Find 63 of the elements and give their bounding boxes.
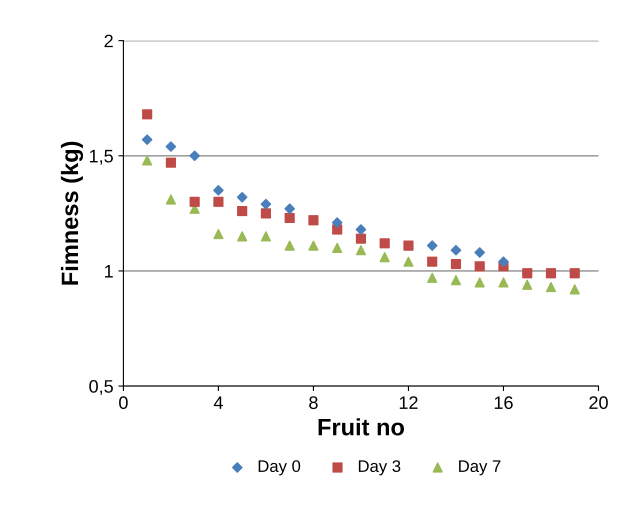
point bbox=[403, 240, 414, 251]
point bbox=[332, 217, 342, 228]
legend-label: Day 3 bbox=[358, 460, 400, 476]
x-axis-title: Fruit no bbox=[318, 418, 404, 436]
point bbox=[237, 206, 248, 216]
point bbox=[474, 277, 485, 288]
point bbox=[284, 203, 295, 214]
point bbox=[284, 240, 295, 251]
legend-label: Day 7 bbox=[459, 460, 500, 476]
point bbox=[213, 229, 224, 240]
point bbox=[308, 215, 319, 226]
point bbox=[450, 275, 462, 286]
point bbox=[403, 256, 414, 267]
point bbox=[570, 268, 580, 278]
point bbox=[332, 242, 342, 253]
point bbox=[189, 150, 200, 162]
point bbox=[356, 234, 366, 244]
point bbox=[260, 208, 272, 218]
point bbox=[522, 268, 532, 278]
y-tick-label: 1,5 bbox=[90, 150, 113, 165]
point bbox=[450, 258, 462, 270]
point bbox=[427, 256, 438, 267]
x-tick-label: 20 bbox=[589, 396, 608, 410]
point bbox=[380, 238, 390, 248]
point bbox=[380, 252, 390, 262]
y-axis-title: Fimness (kg) bbox=[60, 142, 84, 285]
point bbox=[498, 256, 509, 268]
point bbox=[308, 240, 319, 251]
point bbox=[142, 155, 152, 166]
point bbox=[166, 158, 176, 168]
point bbox=[450, 244, 462, 256]
point bbox=[142, 134, 152, 145]
point bbox=[522, 280, 532, 290]
point bbox=[213, 185, 224, 196]
x-tick-label: 4 bbox=[214, 396, 223, 409]
y-tick-label: 1 bbox=[105, 265, 113, 278]
point bbox=[570, 284, 580, 294]
point bbox=[284, 212, 295, 224]
y-tick-label: 2 bbox=[104, 34, 113, 48]
point bbox=[474, 247, 486, 258]
x-tick-label: 16 bbox=[494, 396, 513, 410]
y-tick-label: 0,5 bbox=[89, 380, 113, 395]
legend-label: Day 0 bbox=[258, 460, 300, 476]
point bbox=[474, 261, 485, 272]
point bbox=[427, 272, 438, 283]
point bbox=[356, 224, 366, 235]
point bbox=[546, 282, 556, 292]
point bbox=[166, 194, 176, 205]
point bbox=[260, 231, 272, 242]
x-tick-label: 12 bbox=[400, 396, 418, 409]
point bbox=[237, 231, 248, 242]
point bbox=[166, 141, 176, 152]
point bbox=[356, 245, 366, 256]
x-tick-label: 0 bbox=[119, 396, 128, 410]
point bbox=[498, 277, 509, 288]
point bbox=[213, 196, 224, 207]
point bbox=[426, 240, 438, 251]
point bbox=[546, 268, 556, 278]
point bbox=[142, 109, 152, 120]
point bbox=[236, 192, 248, 203]
point bbox=[190, 196, 200, 207]
point bbox=[260, 198, 272, 210]
x-tick-label: 8 bbox=[309, 396, 318, 410]
